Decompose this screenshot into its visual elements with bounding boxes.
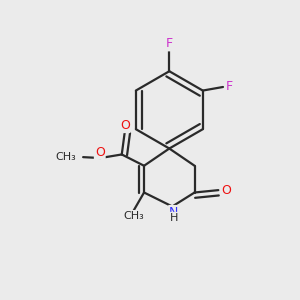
Text: F: F <box>166 38 173 50</box>
Text: H: H <box>169 213 178 223</box>
Text: CH₃: CH₃ <box>56 152 76 161</box>
Text: O: O <box>221 184 231 196</box>
Text: N: N <box>169 206 178 219</box>
Text: O: O <box>120 119 130 132</box>
Text: CH₃: CH₃ <box>123 211 144 221</box>
Text: O: O <box>95 146 105 159</box>
Text: F: F <box>226 80 233 94</box>
